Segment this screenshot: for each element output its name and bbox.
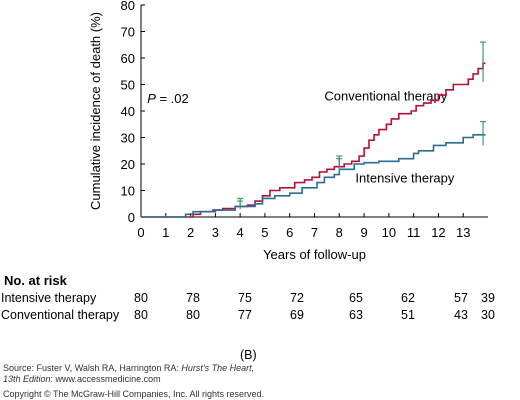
source-book-title: Hurst's The Heart, xyxy=(181,363,255,373)
risk-value: 72 xyxy=(290,291,304,305)
series-line-intensive xyxy=(141,134,486,218)
source-url: : www.accessmedicine.com xyxy=(50,374,161,384)
risk-row-label: Conventional therapy xyxy=(1,308,120,322)
risk-value: 30 xyxy=(481,308,495,322)
x-tick-label: 1 xyxy=(162,225,169,240)
p-value-annotation: P = .02 xyxy=(147,91,189,106)
x-tick-label: 12 xyxy=(431,225,445,240)
y-tick-label: 30 xyxy=(121,131,135,146)
risk-value: 80 xyxy=(134,308,148,322)
y-tick-label: 60 xyxy=(121,51,135,66)
y-tick-label: 50 xyxy=(121,78,135,93)
x-tick-label: 8 xyxy=(336,225,343,240)
risk-row-conventional: Conventional therapy 80 80 77 69 63 51 4… xyxy=(0,308,520,324)
y-tick-label: 10 xyxy=(121,184,135,199)
x-axis-label: Years of follow-up xyxy=(263,247,366,262)
x-tick-label: 3 xyxy=(212,225,219,240)
source-prefix: Source: Fuster V, Walsh RA, Harrington R… xyxy=(3,363,182,373)
panel-label: (B) xyxy=(240,348,257,362)
x-tick-label: 0 xyxy=(137,225,144,240)
x-tick-label: 10 xyxy=(382,225,396,240)
y-tick-label: 80 xyxy=(121,0,135,13)
risk-value: 77 xyxy=(238,308,252,322)
risk-table-title: No. at risk xyxy=(4,273,67,288)
x-tick-label: 5 xyxy=(261,225,268,240)
p-value-letter: P xyxy=(147,91,156,106)
x-tick-label: 9 xyxy=(360,225,367,240)
y-tick-label: 0 xyxy=(128,210,135,225)
series-label-intensive: Intensive therapy xyxy=(355,171,455,186)
series-label-conventional: Conventional therapy xyxy=(324,88,447,103)
x-tick-label: 11 xyxy=(407,225,421,240)
source-edition: 13th Edition xyxy=(3,374,51,384)
y-tick-label: 70 xyxy=(121,25,135,40)
risk-value: 63 xyxy=(349,308,363,322)
risk-row-label: Intensive therapy xyxy=(1,291,97,305)
x-tick-label: 2 xyxy=(187,225,194,240)
risk-row-intensive: Intensive therapy 80 78 75 72 65 62 57 3… xyxy=(0,291,520,307)
p-value-text: = .02 xyxy=(156,91,189,106)
series-line-conventional xyxy=(141,62,486,218)
risk-value: 43 xyxy=(454,308,468,322)
y-tick-label: 40 xyxy=(121,104,135,119)
y-axis-label: Cumulative incidence of death (%) xyxy=(88,12,103,210)
risk-value: 80 xyxy=(186,308,200,322)
risk-value: 65 xyxy=(349,291,363,305)
risk-value: 51 xyxy=(401,308,415,322)
source-line-2: 13th Edition: www.accessmedicine.com xyxy=(3,374,161,385)
x-tick-label: 7 xyxy=(311,225,318,240)
x-tick-label: 6 xyxy=(286,225,293,240)
risk-value: 39 xyxy=(481,291,495,305)
risk-value: 75 xyxy=(238,291,252,305)
risk-value: 78 xyxy=(186,291,200,305)
risk-value: 57 xyxy=(454,291,468,305)
risk-value: 69 xyxy=(290,308,304,322)
copyright-line: Copyright © The McGraw-Hill Companies, I… xyxy=(3,389,265,399)
risk-value: 62 xyxy=(401,291,415,305)
y-tick-label: 20 xyxy=(121,157,135,172)
x-tick-label: 4 xyxy=(237,225,244,240)
risk-value: 80 xyxy=(134,291,148,305)
source-line-1: Source: Fuster V, Walsh RA, Harrington R… xyxy=(3,363,254,374)
x-tick-label: 13 xyxy=(456,225,470,240)
